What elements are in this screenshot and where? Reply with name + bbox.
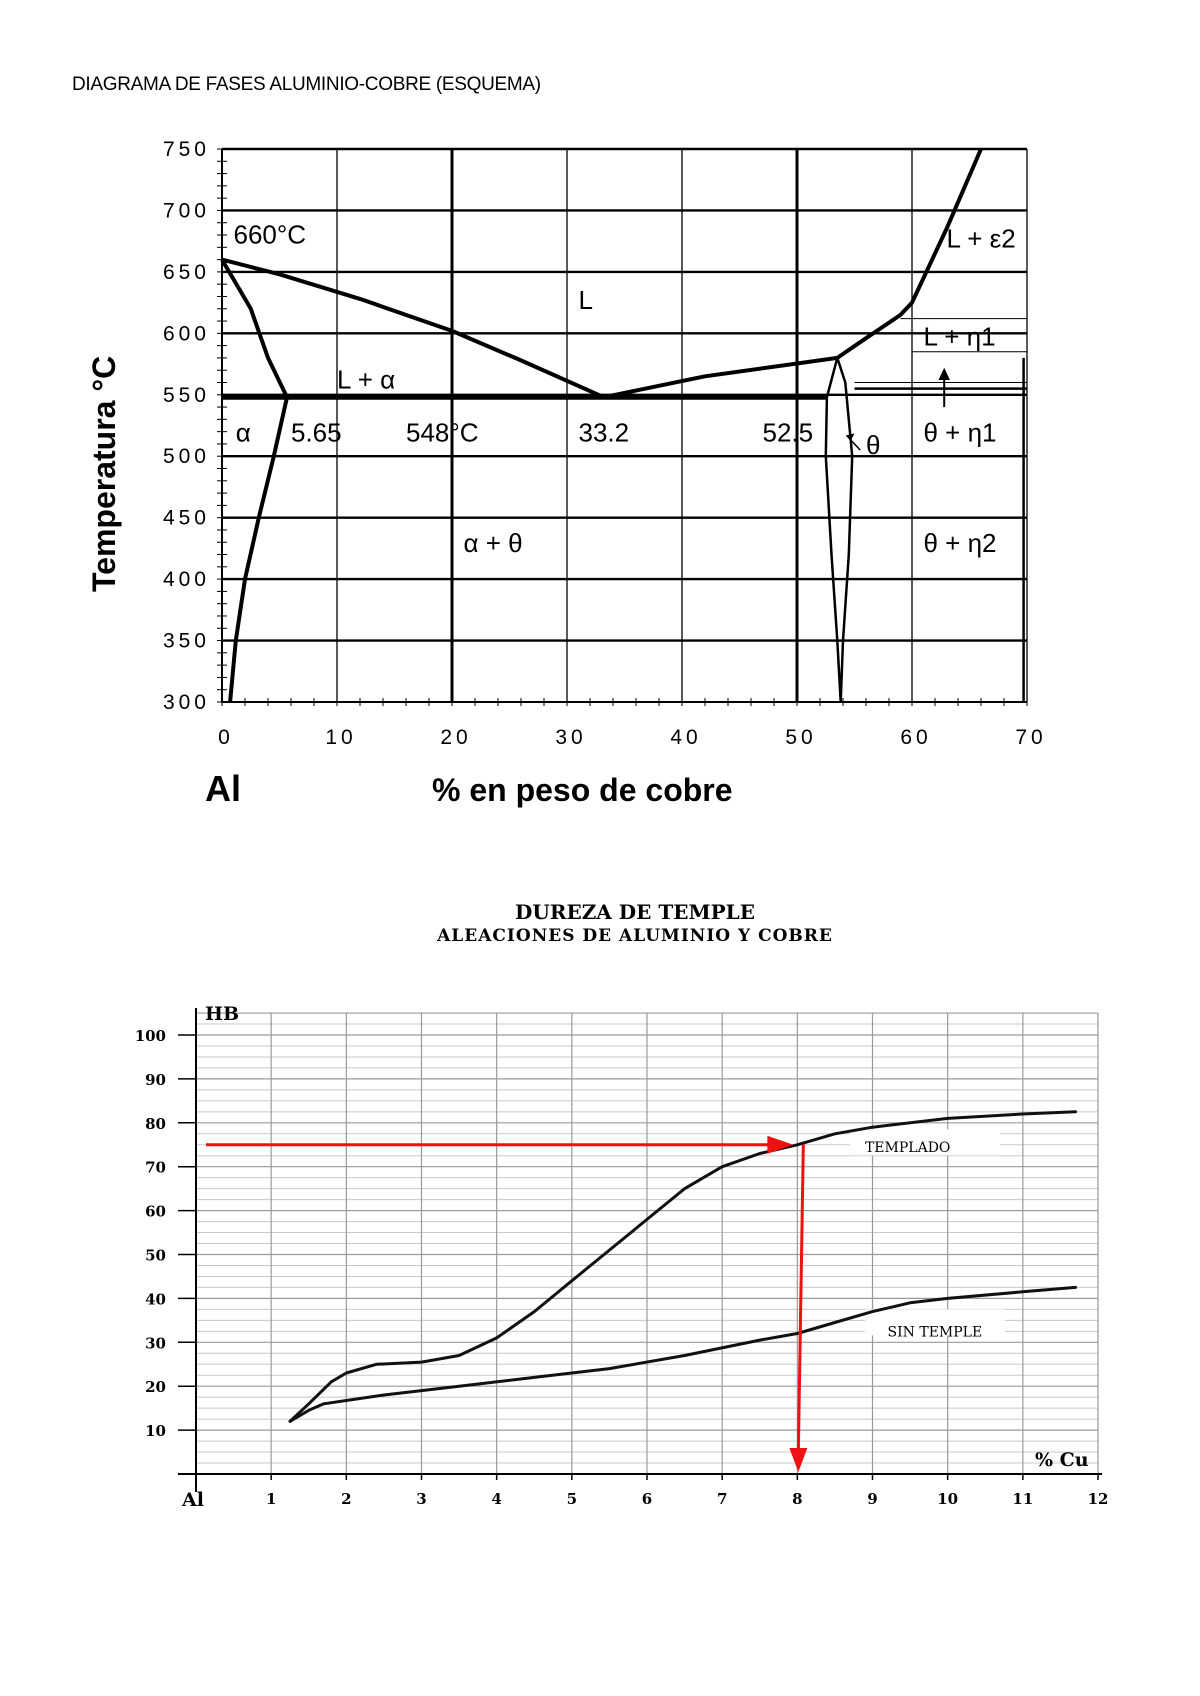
phase-region-label: θ + η2 xyxy=(924,528,997,558)
phase-boundary-solidus-alpha xyxy=(220,258,289,399)
cu-tick-label: 4 xyxy=(491,1490,501,1508)
phase-diagram-chart: 300 350 400 450 500 550 600 650 700 750 0 10 20 30 40 5… xyxy=(86,138,1046,809)
hb-tick-label: 80 xyxy=(145,1115,166,1133)
y-tick-label: 500 xyxy=(163,445,210,468)
y-tick-label: 350 xyxy=(163,630,210,653)
phase-boundary-liquidus-aluminium xyxy=(221,257,605,400)
phase-region-label: 660°C xyxy=(234,220,307,250)
cu-axis-label: % Cu xyxy=(1035,1449,1089,1471)
hb-tick-label: 70 xyxy=(145,1159,166,1177)
phase-region-label: L + ε2 xyxy=(947,223,1016,253)
phase-boundary-liquidus-theta xyxy=(603,355,838,400)
cu-tick-label: 8 xyxy=(792,1490,802,1508)
cu-tick-label: 9 xyxy=(867,1490,877,1508)
y-tick-label: 700 xyxy=(163,199,210,222)
sin-temple-label: SIN TEMPLE xyxy=(888,1325,983,1341)
cu-tick-label: 3 xyxy=(416,1490,426,1508)
x-tick-label: 20 xyxy=(440,726,471,749)
eta-arrow-head xyxy=(938,367,950,381)
templado-label: TEMPLADO xyxy=(865,1140,950,1156)
hb-axis-label: HB xyxy=(205,1003,239,1025)
phase-boundary-theta-left xyxy=(824,357,842,703)
hb-tick-label: 40 xyxy=(145,1290,166,1308)
phase-region-label: L + η1 xyxy=(924,322,996,352)
phase-region-label: 5.65 xyxy=(291,417,342,447)
x-tick-label: 10 xyxy=(325,726,356,749)
cu-tick-label: 5 xyxy=(567,1490,577,1508)
x-tick-label: 30 xyxy=(555,726,586,749)
reference-arrow-head-right xyxy=(767,1135,794,1154)
y-tick-label: 750 xyxy=(163,138,210,161)
hb-tick-label: 60 xyxy=(145,1203,166,1221)
x-tick-label: 50 xyxy=(785,726,816,749)
phase-boundary-liquidus-high xyxy=(836,148,983,360)
phase-boundary-solvus-alpha xyxy=(228,396,289,703)
x-tick-label: 0 xyxy=(218,726,234,749)
x-origin-label: Al xyxy=(205,768,241,809)
hb-tick-label: 10 xyxy=(145,1422,166,1440)
hardness-chart-subtitle: ALEACIONES DE ALUMINIO Y COBRE xyxy=(437,926,833,946)
page-title: DIAGRAMA DE FASES ALUMINIO-COBRE (ESQUEM… xyxy=(72,74,541,95)
hb-tick-label: 50 xyxy=(145,1247,166,1265)
hb-tick-label: 30 xyxy=(145,1334,166,1352)
phase-region-label: L xyxy=(579,285,593,315)
sin-temple-label-bg xyxy=(864,1309,1005,1336)
cu-tick-label: 11 xyxy=(1012,1490,1033,1508)
hb-tick-label: 100 xyxy=(135,1027,166,1045)
y-tick-label: 550 xyxy=(163,384,210,407)
hb-tick-label: 90 xyxy=(145,1071,166,1089)
cu-tick-label: 6 xyxy=(642,1490,652,1508)
y-tick-label: 400 xyxy=(163,568,210,591)
phase-region-label: 548°C xyxy=(406,417,479,447)
phase-region-label: α + θ xyxy=(464,528,523,558)
phase-region-label: 33.2 xyxy=(579,417,630,447)
x-tick-label: 40 xyxy=(670,726,701,749)
cu-origin-label: Al xyxy=(181,1489,204,1511)
y-tick-label: 450 xyxy=(163,507,210,530)
hardness-chart-title: DUREZA DE TEMPLE xyxy=(515,900,755,924)
y-tick-label: 650 xyxy=(163,261,210,284)
phase-region-label: θ + η1 xyxy=(924,417,997,447)
y-tick-label: 300 xyxy=(163,691,210,714)
reference-vertical-arrow xyxy=(796,1144,805,1453)
reference-arrow-head-down xyxy=(789,1448,808,1472)
x-axis-label: % en peso de cobre xyxy=(432,772,733,808)
cu-tick-label: 12 xyxy=(1088,1490,1109,1508)
phase-region-label: 52.5 xyxy=(763,417,814,447)
hardness-curve xyxy=(288,1110,1077,1423)
cu-tick-label: 2 xyxy=(341,1490,351,1508)
y-tick-label: 600 xyxy=(163,322,210,345)
cu-tick-label: 7 xyxy=(717,1490,727,1508)
x-tick-label: 60 xyxy=(900,726,931,749)
x-tick-label: 70 xyxy=(1015,726,1046,749)
cu-tick-label: 1 xyxy=(266,1490,276,1508)
hb-tick-label: 20 xyxy=(145,1378,166,1396)
phase-boundary-theta-right xyxy=(836,357,854,703)
hardness-curve xyxy=(288,1285,1077,1423)
phase-region-label: α xyxy=(236,417,251,447)
y-axis-label: Temperatura °C xyxy=(86,356,122,592)
templado-label-bg xyxy=(849,1129,1000,1156)
cu-tick-label: 10 xyxy=(937,1490,958,1508)
theta-pointer-head xyxy=(846,433,855,442)
phase-region-label: L + α xyxy=(337,365,395,395)
phase-region-label: θ xyxy=(866,430,880,460)
